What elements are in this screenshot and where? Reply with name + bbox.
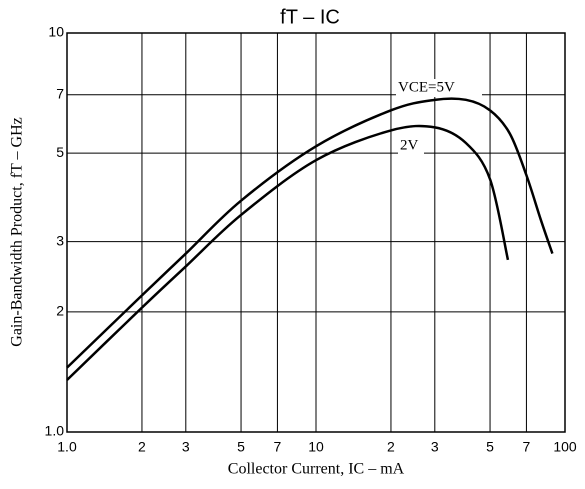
x-tick-label: 3 bbox=[182, 439, 190, 455]
x-tick-label: 7 bbox=[274, 439, 282, 455]
x-tick-label: 5 bbox=[237, 439, 245, 455]
y-tick-label: 2 bbox=[56, 303, 64, 319]
x-tick-label: 7 bbox=[523, 439, 531, 455]
label-bg bbox=[396, 79, 482, 97]
x-tick-label: 5 bbox=[486, 439, 494, 455]
y-axis-label: Gain-Bandwidth Product, fT – GHz bbox=[9, 117, 26, 346]
y-tick-label: 3 bbox=[56, 232, 64, 248]
series-label: 2V bbox=[400, 137, 419, 153]
y-tick-label: 7 bbox=[56, 86, 64, 102]
y-tick-label: 1.0 bbox=[45, 423, 65, 439]
label-bg bbox=[398, 137, 424, 155]
x-tick-label: 2 bbox=[387, 439, 395, 455]
series-label: VCE=5V bbox=[398, 79, 455, 95]
x-tick-label: 2 bbox=[138, 439, 146, 455]
y-tick-label: 5 bbox=[56, 144, 64, 160]
y-tick-label: 10 bbox=[48, 24, 64, 40]
x-tick-label: 3 bbox=[431, 439, 439, 455]
curve bbox=[66, 124, 510, 381]
chart-title: fT – IC bbox=[280, 6, 340, 28]
curve bbox=[66, 97, 554, 369]
x-tick-label: 1.0 bbox=[57, 439, 77, 455]
x-tick-label: 100 bbox=[553, 439, 577, 455]
x-axis-label: Collector Current, IC – mA bbox=[228, 461, 405, 478]
x-tick-label: 10 bbox=[308, 439, 324, 455]
